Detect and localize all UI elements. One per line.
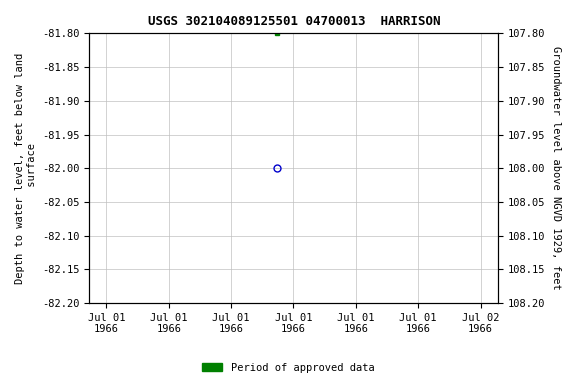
Title: USGS 302104089125501 04700013  HARRISON: USGS 302104089125501 04700013 HARRISON	[147, 15, 440, 28]
Y-axis label: Depth to water level, feet below land
 surface: Depth to water level, feet below land su…	[15, 53, 37, 284]
Legend: Period of approved data: Period of approved data	[198, 359, 378, 377]
Y-axis label: Groundwater level above NGVD 1929, feet: Groundwater level above NGVD 1929, feet	[551, 46, 561, 290]
